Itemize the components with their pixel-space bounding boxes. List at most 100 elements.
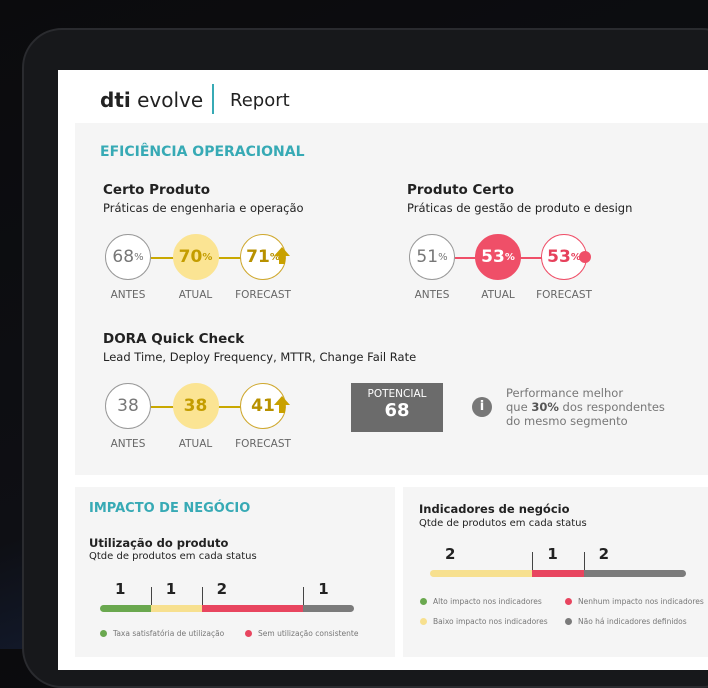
bar-segment <box>100 605 151 612</box>
info-icon: i <box>472 397 492 417</box>
usage-panel <box>75 487 395 657</box>
metric-circle: 38 <box>105 383 151 429</box>
segment-count: 2 <box>445 545 456 563</box>
legend-dot <box>565 618 572 625</box>
legend-dot <box>245 630 252 637</box>
legend-label: Baixo impacto nos indicadores <box>433 617 548 626</box>
forecast-arrow <box>274 396 290 405</box>
card-title: Certo Produto <box>103 182 210 198</box>
note-text: dos respondentes <box>558 400 665 414</box>
metric-label: ATUAL <box>178 438 213 450</box>
card-subtitle: Práticas de engenharia e operação <box>103 201 304 215</box>
metric-circle: 53% <box>475 234 521 280</box>
metric-label: ATUAL <box>178 289 213 301</box>
metric-value: 38 <box>117 396 139 416</box>
metric-circle: 68% <box>105 234 151 280</box>
bar-segment <box>150 605 202 612</box>
connector <box>151 257 286 259</box>
segment-count: 2 <box>216 580 228 598</box>
legend-item: Nenhum impacto nos indicadores <box>565 597 704 606</box>
legend-dot <box>565 598 572 605</box>
card-subtitle: Lead Time, Deploy Frequency, MTTR, Chang… <box>103 350 417 364</box>
metric-unit: % <box>438 251 448 263</box>
card-subtitle: Qtde de produtos em cada status <box>419 518 587 529</box>
metric-label: ATUAL <box>481 289 515 301</box>
metric-unit: % <box>134 251 144 263</box>
metric-value: 70 <box>178 247 203 267</box>
metric-label: ANTES <box>110 438 146 450</box>
connector <box>151 406 286 408</box>
card-title: DORA Quick Check <box>103 331 245 347</box>
metric-label: FORECAST <box>235 289 291 301</box>
metric-value: 41 <box>251 396 275 416</box>
separator <box>212 84 214 114</box>
section-title: EFICIÊNCIA OPERACIONAL <box>100 144 305 160</box>
legend-item: Baixo impacto nos indicadores <box>420 617 548 626</box>
legend-label: Não há indicadores definidos <box>578 617 687 626</box>
section-title: IMPACTO DE NEGÓCIO <box>89 501 251 516</box>
metric-value: 38 <box>183 396 208 416</box>
metric-label: FORECAST <box>235 438 291 450</box>
segment-count: 1 <box>115 580 126 598</box>
metric-circle: 38 <box>172 383 219 429</box>
legend-item: Alto impacto nos indicadores <box>420 597 542 606</box>
metric-unit: % <box>504 251 515 263</box>
legend-dot <box>420 618 427 625</box>
segment-count: 1 <box>165 580 177 598</box>
card-subtitle: Práticas de gestão de produto e design <box>407 201 633 215</box>
segment-count: 2 <box>598 545 610 563</box>
legend-dot <box>100 630 107 637</box>
forecast-arrow <box>274 247 290 256</box>
logo-mark: dti <box>100 88 131 112</box>
metric-circle: 51% <box>409 234 455 280</box>
legend-item: Sem utilização consistente <box>245 629 358 638</box>
connector <box>455 257 587 259</box>
forecast-dot <box>579 251 591 263</box>
bar-segment <box>303 605 354 612</box>
card-title: Indicadores de negócio <box>419 502 570 516</box>
segment-tick <box>532 552 534 570</box>
forecast-arrow-stem <box>279 404 285 413</box>
potential-box: POTENCIAL 68 <box>351 383 443 432</box>
note-text: que <box>506 400 532 414</box>
metric-unit: % <box>570 251 581 263</box>
metric-label: FORECAST <box>536 289 592 301</box>
bar-segment <box>583 570 686 577</box>
performance-note: Performance melhor que 30% dos responden… <box>506 386 665 428</box>
note-line: que 30% dos respondentes <box>506 400 665 414</box>
legend-item: Não há indicadores definidos <box>565 617 687 626</box>
metric-value: 68 <box>112 247 135 267</box>
legend-label: Alto impacto nos indicadores <box>433 597 542 606</box>
card-title: Utilização do produto <box>89 536 229 550</box>
bar-segment <box>430 570 533 577</box>
segment-tick <box>201 587 203 605</box>
segment-tick <box>583 552 585 570</box>
logo-text: evolve <box>137 88 204 112</box>
metric-value: 53 <box>481 247 505 267</box>
metric-value: 51 <box>416 247 439 267</box>
forecast-arrow-stem <box>279 255 285 264</box>
card-title: Produto Certo <box>407 182 514 198</box>
legend-item: Taxa satisfatória de utilização <box>100 629 224 638</box>
segment-tick <box>303 587 305 605</box>
logo: dti evolve <box>100 88 203 112</box>
card-subtitle: Qtde de produtos em cada status <box>89 551 257 562</box>
note-bold: 30% <box>531 400 559 414</box>
segment-count: 1 <box>318 580 329 598</box>
metric-label: ANTES <box>414 289 450 301</box>
metric-circle: 71% <box>240 234 286 280</box>
legend-label: Taxa satisfatória de utilização <box>113 629 225 638</box>
legend-label: Nenhum impacto nos indicadores <box>578 597 704 606</box>
legend-label: Sem utilização consistente <box>258 629 359 638</box>
metric-value: 71 <box>246 247 270 267</box>
potential-label: POTENCIAL <box>367 388 427 400</box>
metric-label: ANTES <box>110 289 146 301</box>
legend-dot <box>420 598 427 605</box>
bar-segment <box>532 570 584 577</box>
segment-count: 1 <box>547 545 558 563</box>
metric-circle: 41 <box>240 383 286 429</box>
potential-value: 68 <box>384 400 410 421</box>
metric-unit: % <box>269 251 280 263</box>
metric-unit: % <box>202 251 213 263</box>
